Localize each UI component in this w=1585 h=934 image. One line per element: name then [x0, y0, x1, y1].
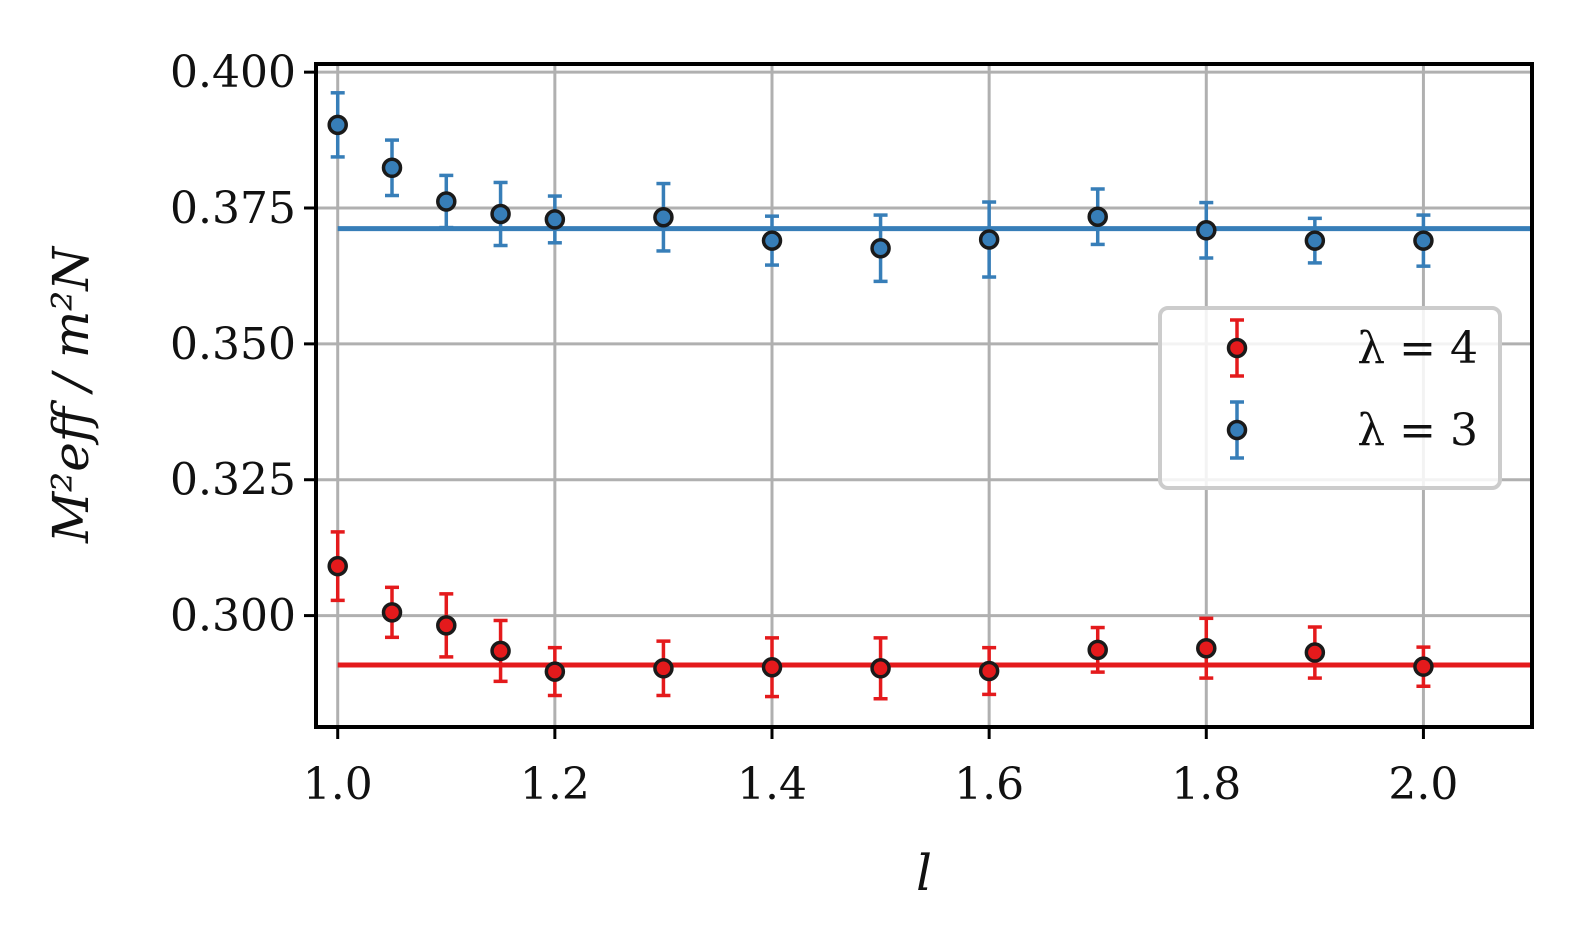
fit-lines: [337, 226, 1532, 668]
data-point: [544, 209, 566, 230]
data-point: [653, 658, 674, 679]
legend: λ = 4 λ = 3: [1158, 306, 1502, 490]
x-tick-label: 2.0: [1388, 759, 1458, 810]
error-bars: [330, 91, 1431, 701]
x-tick-label: 1.8: [1171, 759, 1241, 810]
legend-label: λ = 3: [1357, 405, 1478, 456]
data-point: [327, 555, 348, 577]
data-point: [978, 660, 1000, 682]
legend-label: λ = 4: [1357, 323, 1478, 374]
y-tick-label: 0.400: [170, 47, 296, 98]
legend-marker: [1226, 318, 1248, 378]
data-point: [1413, 656, 1434, 677]
data-point: [381, 602, 403, 623]
data-point: [1304, 230, 1326, 251]
data-point: [1087, 639, 1108, 661]
data-point: [381, 157, 403, 179]
x-axis-label: l: [916, 844, 932, 902]
data-point: [544, 661, 566, 682]
data-point: [1196, 220, 1217, 241]
x-tick-label: 1.0: [303, 759, 373, 810]
data-point: [1196, 637, 1217, 659]
x-tick-label: 1.4: [737, 759, 807, 810]
x-ticks: 1.0 1.2 1.4 1.6 1.8 2.0: [303, 727, 1458, 810]
y-tick-label: 0.375: [170, 183, 296, 234]
plot-frame: [314, 62, 1534, 729]
y-ticks: 0.300 0.325 0.350 0.375 0.400: [170, 47, 316, 642]
y-tick-label: 0.325: [170, 455, 296, 506]
data-point: [436, 191, 457, 212]
y-tick-label: 0.350: [170, 319, 296, 370]
data-point: [490, 203, 511, 225]
data-point: [327, 114, 348, 136]
x-tick-label: 1.6: [954, 759, 1024, 810]
legend-entry: λ = 3: [1226, 400, 1478, 460]
data-point: [870, 237, 891, 259]
data-point: [1087, 206, 1108, 227]
data-point: [436, 615, 457, 636]
data-point: [761, 656, 783, 678]
data-point: [978, 229, 1000, 250]
legend-entry: λ = 4: [1226, 318, 1478, 378]
y-axis-label: M²eff / m²N: [42, 245, 100, 544]
legend-marker: [1226, 400, 1248, 460]
y-tick-label: 0.300: [170, 591, 296, 642]
data-point: [1304, 642, 1326, 663]
data-point: [653, 207, 674, 228]
data-point: [761, 230, 783, 251]
data-point: [870, 658, 891, 679]
data-point: [490, 640, 511, 662]
data-points: [327, 114, 1434, 682]
grid: [316, 64, 1532, 727]
x-tick-label: 1.2: [520, 759, 590, 810]
data-point: [1413, 230, 1434, 251]
